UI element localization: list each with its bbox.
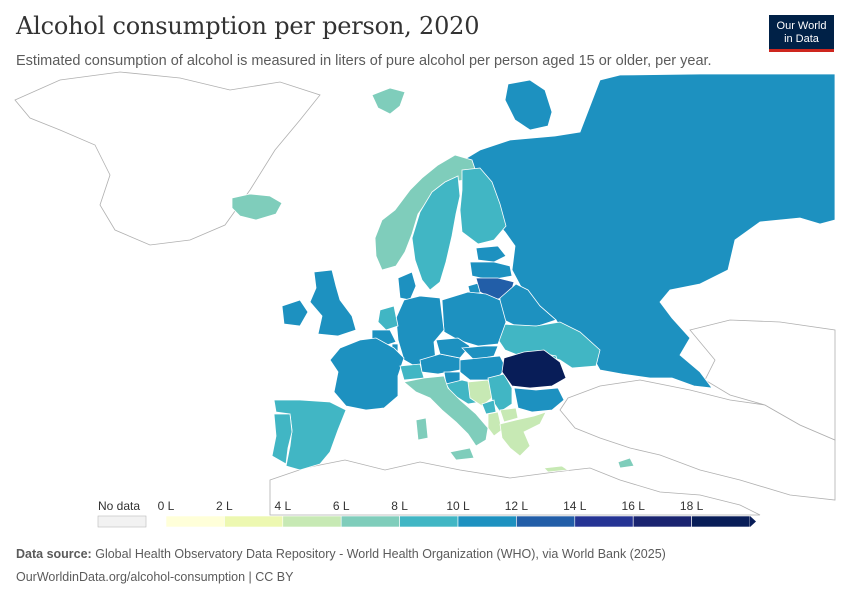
- country-ireland[interactable]: [281, 299, 309, 327]
- legend-bin-18-20[interactable]: [691, 515, 751, 528]
- source-url[interactable]: OurWorldinData.org/alcohol-consumption |…: [16, 570, 294, 584]
- country-iceland[interactable]: [231, 193, 283, 221]
- country-greece[interactable]: [499, 411, 547, 457]
- legend-bin-12-14[interactable]: [516, 515, 576, 528]
- turkey-middle-east-outline: [559, 379, 836, 501]
- country-italy[interactable]: [403, 375, 489, 447]
- chart-subtitle: Estimated consumption of alcohol is meas…: [16, 53, 712, 69]
- legend-bin-14-16[interactable]: [574, 515, 634, 528]
- country-bulgaria[interactable]: [513, 387, 565, 413]
- data-source-text: Global Health Observatory Data Repositor…: [95, 547, 666, 561]
- logo-line-2: in Data: [784, 33, 819, 45]
- country-portugal[interactable]: [271, 413, 293, 465]
- country-czechia[interactable]: [435, 337, 471, 359]
- country-netherlands[interactable]: [377, 305, 399, 331]
- legend-tick-label: 12 L: [505, 499, 529, 513]
- greenland-outline: [14, 71, 321, 246]
- country-sicily[interactable]: [449, 447, 475, 461]
- country-russia[interactable]: [459, 73, 836, 389]
- owid-logo[interactable]: Our World in Data: [769, 15, 834, 52]
- country-sweden[interactable]: [411, 175, 461, 291]
- logo-line-1: Our World: [776, 20, 827, 32]
- legend-tick-label: 14 L: [563, 499, 587, 513]
- country-latvia[interactable]: [469, 261, 513, 281]
- country-romania[interactable]: [501, 349, 567, 389]
- north-africa-outline: [269, 459, 761, 516]
- country-estonia[interactable]: [475, 245, 507, 263]
- legend-tick-label: 2 L: [216, 499, 233, 513]
- country-denmark[interactable]: [397, 271, 417, 301]
- legend-bin-16-18[interactable]: [632, 515, 692, 528]
- data-source-label: Data source:: [16, 547, 92, 561]
- country-hungary[interactable]: [459, 355, 507, 381]
- legend-tick-label: 18 L: [680, 499, 704, 513]
- country-svalbard[interactable]: [371, 87, 406, 115]
- no-data-label: No data: [98, 499, 140, 513]
- legend-bin-8-10[interactable]: [399, 515, 459, 528]
- map-legend: No data 0 L 2 L 4 L 6 L 8 L 10 L 12 L 14 L 16 L 1…: [97, 499, 756, 528]
- legend-tick-label: 16 L: [622, 499, 646, 513]
- legend-bin-6-8[interactable]: [340, 515, 400, 528]
- legend-tick-label: 10 L: [446, 499, 470, 513]
- country-slovakia[interactable]: [461, 345, 499, 361]
- no-data-swatch: [97, 515, 147, 528]
- country-russia-kola[interactable]: [504, 79, 553, 131]
- legend-bin-2-4[interactable]: [224, 515, 284, 528]
- country-sardinia[interactable]: [415, 417, 429, 441]
- country-north-macedonia[interactable]: [499, 407, 519, 423]
- country-cyprus[interactable]: [617, 457, 635, 469]
- country-bosnia[interactable]: [467, 379, 495, 407]
- country-crete[interactable]: [543, 465, 570, 473]
- country-albania[interactable]: [487, 411, 503, 437]
- legend-bin-10-12[interactable]: [457, 515, 517, 528]
- country-france[interactable]: [329, 337, 405, 411]
- data-source: Data source: Global Health Observatory D…: [16, 547, 666, 561]
- country-united-kingdom[interactable]: [309, 269, 357, 337]
- chart-title: Alcohol consumption per person, 2020: [16, 12, 480, 40]
- legend-tick-label: 6 L: [333, 499, 350, 513]
- country-finland[interactable]: [459, 167, 507, 245]
- legend-open-end-arrow: [750, 516, 756, 527]
- legend-bin-4-6[interactable]: [282, 515, 342, 528]
- legend-ticks: 0 L 2 L 4 L 6 L 8 L 10 L 12 L 14 L 16 L 18 L: [158, 499, 704, 513]
- country-switzerland[interactable]: [399, 363, 425, 381]
- legend-bins: [165, 515, 756, 528]
- country-poland[interactable]: [441, 291, 507, 347]
- legend-tick-label: 8 L: [391, 499, 408, 513]
- legend-tick-label: 0 L: [158, 499, 175, 513]
- caucasus-central-asia-outline: [689, 319, 836, 441]
- legend-tick-label: 4 L: [274, 499, 291, 513]
- country-ukraine[interactable]: [496, 321, 601, 369]
- legend-bin-0-2[interactable]: [165, 515, 225, 528]
